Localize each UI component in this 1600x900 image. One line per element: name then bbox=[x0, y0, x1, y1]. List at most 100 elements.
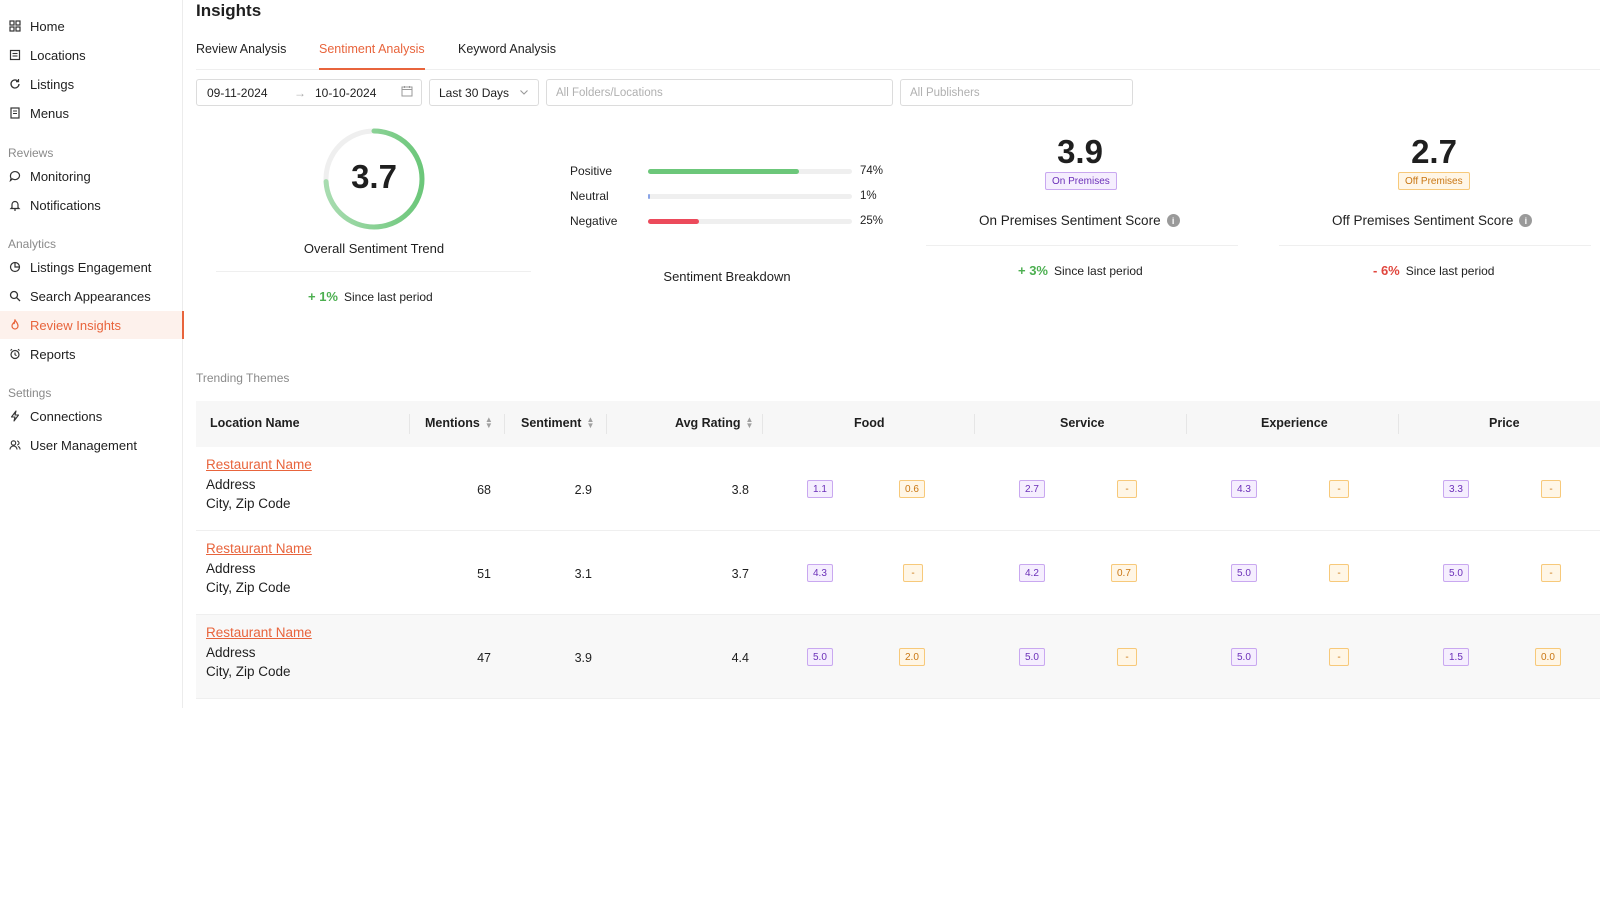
period-select[interactable]: Last 30 Days bbox=[429, 79, 539, 106]
column-header-sentiment[interactable]: Sentiment ▲ ▼ bbox=[521, 415, 595, 431]
date-range-picker[interactable]: 09-11-2024 → 10-10-2024 bbox=[196, 79, 422, 106]
column-separator bbox=[606, 414, 607, 434]
sidebar-item-locations[interactable]: Locations bbox=[0, 41, 183, 69]
column-header-mentions[interactable]: Mentions ▲ ▼ bbox=[425, 415, 493, 431]
breakdown-pct: 25% bbox=[860, 215, 884, 227]
column-separator bbox=[762, 414, 763, 434]
tab-review-analysis[interactable]: Review Analysis bbox=[196, 42, 287, 56]
food-off-score: - bbox=[903, 564, 923, 582]
sort-icon[interactable]: ▲ ▼ bbox=[586, 415, 595, 430]
table-row: Restaurant Name Address City, Zip Code 6… bbox=[196, 447, 1600, 531]
column-header-label: Mentions bbox=[425, 416, 480, 430]
info-icon[interactable]: i bbox=[1519, 214, 1533, 227]
food-on-score: 4.3 bbox=[807, 564, 833, 582]
sidebar-item-label: Menus bbox=[30, 105, 70, 121]
avg-rating-value: 4.4 bbox=[731, 651, 749, 665]
overall-delta-value: + 1% bbox=[308, 289, 338, 304]
info-icon[interactable]: i bbox=[1166, 214, 1180, 227]
experience-on-score: 5.0 bbox=[1231, 564, 1257, 582]
sidebar-item-menus[interactable]: Menus bbox=[0, 99, 183, 127]
overall-delta-label: Since last period bbox=[344, 290, 433, 304]
on-premises-delta: + 3% Since last period bbox=[1018, 263, 1143, 278]
sidebar-item-home[interactable]: Home bbox=[0, 12, 183, 40]
menu-book-icon bbox=[9, 107, 21, 119]
location-address: Address bbox=[206, 477, 256, 492]
breakdown-row-neutral: Neutral 1% bbox=[570, 189, 877, 203]
mentions-value: 51 bbox=[477, 567, 491, 581]
experience-off-score: - bbox=[1329, 480, 1349, 498]
experience-off-score: - bbox=[1329, 648, 1349, 666]
column-header-label: Service bbox=[1060, 416, 1105, 430]
locations-filter-input[interactable] bbox=[546, 79, 893, 106]
column-header-experience: Experience bbox=[1261, 416, 1328, 430]
sidebar-item-label: Notifications bbox=[30, 197, 101, 213]
off-premises-delta: - 6% Since last period bbox=[1373, 263, 1494, 278]
sidebar-item-user-management[interactable]: User Management bbox=[0, 431, 183, 459]
column-header-price: Price bbox=[1489, 416, 1520, 430]
location-link[interactable]: Restaurant Name bbox=[206, 625, 312, 640]
on-premises-title-text: On Premises Sentiment Score bbox=[979, 213, 1161, 228]
chat-icon bbox=[9, 170, 21, 182]
sidebar-item-listings-engagement[interactable]: Listings Engagement bbox=[0, 253, 183, 281]
column-header-label: Experience bbox=[1261, 416, 1328, 430]
food-on-score: 1.1 bbox=[807, 480, 833, 498]
location-link[interactable]: Restaurant Name bbox=[206, 541, 312, 556]
divider bbox=[1279, 245, 1591, 246]
sidebar-item-search-appearances[interactable]: Search Appearances bbox=[0, 282, 183, 310]
sidebar-item-connections[interactable]: Connections bbox=[0, 402, 183, 430]
on-premises-score: 3.9 bbox=[1057, 133, 1103, 170]
table-row: Restaurant Name Address City, Zip Code 5… bbox=[196, 531, 1600, 615]
sort-icon[interactable]: ▲ ▼ bbox=[484, 415, 493, 430]
column-header-label: Location Name bbox=[210, 416, 300, 430]
off-premises-delta-label: Since last period bbox=[1405, 264, 1495, 278]
experience-off-score: - bbox=[1329, 564, 1349, 582]
publishers-filter-input[interactable] bbox=[900, 79, 1133, 106]
experience-on-score: 5.0 bbox=[1231, 648, 1257, 666]
breakdown-pct: 1% bbox=[860, 190, 877, 202]
overall-delta: + 1% Since last period bbox=[308, 289, 433, 304]
sidebar-group-analytics: Analytics bbox=[8, 237, 57, 251]
sidebar-item-review-insights[interactable]: Review Insights bbox=[0, 311, 184, 339]
sidebar-item-label: Reports bbox=[30, 346, 76, 362]
breakdown-bar-positive bbox=[648, 168, 799, 174]
price-on-score: 3.3 bbox=[1443, 480, 1469, 498]
sentiment-value: 3.9 bbox=[574, 651, 592, 665]
food-on-score: 5.0 bbox=[807, 648, 833, 666]
breakdown-row-negative: Negative 25% bbox=[570, 214, 883, 228]
divider bbox=[926, 245, 1238, 246]
end-date[interactable]: 10-10-2024 bbox=[315, 85, 377, 100]
sort-icon[interactable]: ▲ ▼ bbox=[745, 415, 754, 430]
table-row: Restaurant Name Address City, Zip Code 4… bbox=[196, 615, 1600, 699]
start-date[interactable]: 09-11-2024 bbox=[207, 85, 268, 100]
breakdown-label: Positive bbox=[570, 164, 613, 178]
tab-keyword-analysis[interactable]: Keyword Analysis bbox=[458, 42, 556, 56]
section-label-trending-themes: Trending Themes bbox=[196, 371, 290, 385]
sidebar-item-monitoring[interactable]: Monitoring bbox=[0, 162, 183, 190]
column-header-label: Sentiment bbox=[521, 416, 582, 430]
price-on-score: 5.0 bbox=[1443, 564, 1469, 582]
breakdown-track bbox=[648, 218, 852, 224]
sidebar-item-label: Home bbox=[30, 18, 65, 34]
food-off-score: 2.0 bbox=[899, 648, 925, 666]
breakdown-label: Negative bbox=[570, 214, 618, 228]
on-premises-title: On Premises Sentiment Score i bbox=[979, 213, 1180, 228]
mentions-value: 68 bbox=[477, 483, 491, 497]
mentions-value: 47 bbox=[477, 651, 491, 665]
service-on-score: 2.7 bbox=[1019, 480, 1045, 498]
sidebar-item-reports[interactable]: Reports bbox=[0, 340, 183, 368]
column-header-food: Food bbox=[854, 416, 885, 430]
column-header-label: Avg Rating bbox=[675, 416, 741, 430]
location-link[interactable]: Restaurant Name bbox=[206, 457, 312, 472]
column-separator bbox=[1186, 414, 1187, 434]
service-off-score: - bbox=[1117, 480, 1137, 498]
column-header-service: Service bbox=[1060, 416, 1104, 430]
bell-icon bbox=[9, 199, 21, 211]
overall-sentiment-gauge bbox=[323, 128, 425, 230]
column-header-location[interactable]: Location Name bbox=[210, 416, 300, 430]
column-separator bbox=[974, 414, 975, 434]
tab-sentiment-analysis[interactable]: Sentiment Analysis bbox=[319, 42, 425, 70]
sidebar-item-listings[interactable]: Listings bbox=[0, 70, 183, 98]
sidebar-item-notifications[interactable]: Notifications bbox=[0, 191, 183, 219]
service-off-score: - bbox=[1117, 648, 1137, 666]
column-header-avg-rating[interactable]: Avg Rating ▲ ▼ bbox=[675, 415, 754, 431]
